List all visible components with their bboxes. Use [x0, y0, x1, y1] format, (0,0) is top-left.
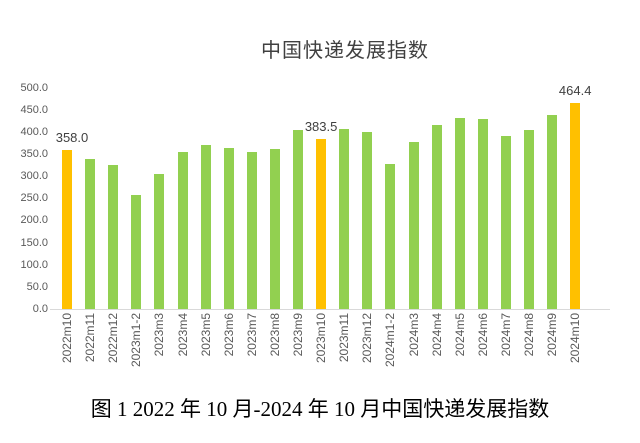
y-axis-tick-label: 150.0 — [20, 236, 48, 249]
data-label-2023m10: 383.5 — [304, 119, 338, 135]
data-label-2024m10: 464.4 — [558, 83, 592, 99]
x-axis-tick-label: 2024m8 — [522, 313, 536, 357]
x-axis-tick-label: 2024m6 — [475, 313, 490, 357]
bar-2023m11 — [339, 129, 350, 309]
y-axis-tick-label: 450.0 — [20, 103, 48, 116]
bar-2024m8 — [524, 130, 534, 309]
x-axis-tick-label: 2023m8 — [267, 313, 282, 357]
bar-2023m6 — [223, 147, 234, 309]
bar-2022m11 — [85, 159, 96, 309]
data-label-2022m10: 358.0 — [55, 130, 89, 146]
bar-2023m1-2 — [131, 195, 142, 309]
x-axis-tick-label: 2023m6 — [221, 313, 236, 357]
bar-2023m8 — [269, 149, 280, 309]
bar-2023m7 — [246, 152, 257, 309]
bar-2024m3 — [408, 141, 419, 309]
x-axis-tick-label: 2024m3 — [406, 313, 421, 357]
x-axis-tick-label: 2022m12 — [106, 313, 121, 364]
y-axis-tick-label: 50.0 — [26, 280, 48, 293]
bar-2022m10 — [62, 150, 72, 309]
y-axis-tick-label: 100.0 — [20, 258, 48, 271]
bar-2024m10 — [570, 103, 581, 309]
bar-2023m4 — [177, 151, 188, 309]
y-axis-tick-label: 0.0 — [32, 303, 48, 315]
x-axis-tick-label: 2023m11 — [337, 313, 352, 363]
chart-title: 中国快递发展指数 — [261, 40, 429, 62]
x-axis-tick-label: 2024m7 — [498, 313, 513, 357]
bar-2023m10 — [316, 139, 327, 309]
bar-2024m5 — [454, 117, 465, 309]
figure-caption: 图 1 2022 年 10 月-2024 年 10 月中国快递发展指数 — [90, 397, 550, 421]
x-axis-tick-label: 2022m10 — [60, 313, 74, 364]
bar-2022m12 — [108, 164, 119, 309]
y-axis-tick-label: 400.0 — [20, 125, 48, 138]
x-axis-line — [50, 309, 610, 310]
x-axis-tick-label: 2024m10 — [568, 313, 583, 364]
x-axis-tick-label: 2023m12 — [360, 313, 375, 364]
x-axis-tick-label: 2024m1-2 — [383, 313, 398, 368]
bar-2024m6 — [477, 118, 488, 309]
y-axis-tick-label: 250.0 — [20, 192, 48, 205]
x-axis-tick-label: 2023m5 — [198, 313, 213, 357]
x-axis-tick-label: 2023m7 — [244, 313, 259, 357]
x-axis-tick-label: 2023m9 — [291, 313, 305, 357]
y-axis-tick-label: 300.0 — [20, 170, 48, 183]
y-axis-tick-label: 200.0 — [20, 214, 48, 227]
bar-2024m9 — [547, 114, 558, 309]
bar-2023m9 — [293, 129, 303, 309]
x-axis-tick-label: 2023m10 — [314, 313, 329, 364]
bar-2023m12 — [362, 131, 373, 309]
x-axis-tick-label: 2023m3 — [152, 313, 167, 357]
x-axis-tick-label: 2022m11 — [83, 313, 98, 363]
x-axis-tick-label: 2024m4 — [429, 313, 444, 357]
y-axis-tick-label: 350.0 — [20, 147, 48, 160]
x-axis-tick-label: 2024m5 — [452, 313, 467, 357]
x-axis-tick-label: 2023m1-2 — [129, 313, 144, 368]
bar-chart: 0.0 50.0 100.0 150.0 200.0 250.0 300.0 350.0 400… — [20, 81, 610, 368]
bar-2023m3 — [154, 173, 165, 309]
y-axis-tick-label: 500.0 — [20, 81, 48, 94]
x-axis-tick-label: 2024m9 — [545, 313, 560, 357]
x-axis-tick-label: 2023m4 — [175, 313, 190, 357]
bar-2024m4 — [431, 125, 442, 309]
bar-2023m5 — [200, 144, 211, 309]
bar-2024m7 — [500, 136, 511, 309]
bar-2024m1-2 — [385, 164, 396, 309]
